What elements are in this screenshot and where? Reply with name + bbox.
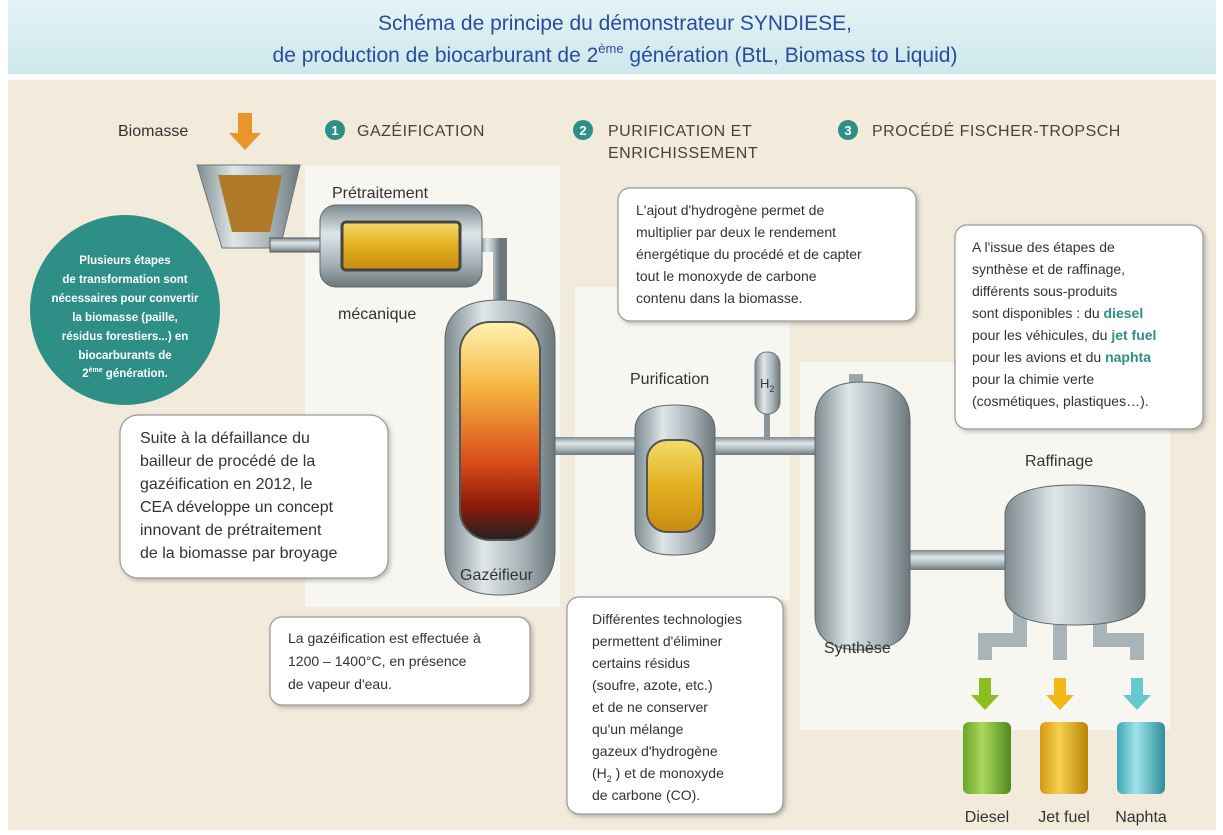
gasifier-window [460, 322, 540, 540]
barrel [1117, 722, 1165, 794]
note-part: pour les véhicules, du [972, 327, 1111, 343]
note-line: (cosmétiques, plastiques…). [972, 393, 1149, 409]
note-bold: jet fuel [1110, 327, 1156, 343]
note-line: certains résidus [592, 655, 690, 671]
note-line: de vapeur d'eau. [288, 676, 392, 692]
note-part: (H [592, 765, 607, 781]
note-line: de transformation sont [62, 274, 187, 286]
pipe [550, 437, 645, 455]
note-line: et de ne conserver [592, 699, 708, 715]
note-part: génération. [103, 368, 168, 380]
note-line: gazeux d'hydrogène [592, 743, 718, 759]
note-part: pour les avions et du [972, 349, 1105, 365]
pretreatment-core [342, 222, 460, 270]
step-label: PURIFICATION ET [608, 123, 752, 140]
note-line: pour les avions et du naphta [972, 349, 1151, 365]
barrel [963, 722, 1011, 794]
note-line: La gazéification est effectuée à [288, 630, 481, 646]
label: Jet fuel [1038, 809, 1090, 826]
purifier-window [647, 440, 703, 532]
note-line: nécessaires pour convertir [51, 293, 199, 305]
label: Prétraitement [332, 185, 429, 202]
step-label: PROCÉDÉ FISCHER-TROPSCH [872, 121, 1121, 140]
step-number: 2 [579, 123, 586, 138]
note-line: Plusieurs étapes [79, 255, 170, 267]
note-line: tout le monoxyde de carbone [636, 268, 817, 284]
note-line: énergétique du procédé et de capter [636, 246, 862, 262]
label: Biomasse [118, 123, 188, 140]
note-bold: naphta [1105, 349, 1151, 365]
note-line: contenu dans la biomasse. [636, 290, 803, 306]
label: Gazéifieur [460, 567, 534, 584]
diagram: Schéma de principe du démonstrateur SYND… [0, 0, 1223, 830]
note-line: résidus forestiers...) en [62, 331, 189, 343]
note-line: de la biomasse par broyage [140, 545, 338, 562]
note-line: A l'issue des étapes de [972, 239, 1115, 255]
note-line: la biomasse (paille, [72, 312, 177, 324]
note-line: permettent d'éliminer [592, 633, 723, 649]
title-line: Schéma de principe du démonstrateur SYND… [378, 12, 852, 35]
title-part: de production de biocarburant de 2 [273, 44, 599, 67]
note-line: L'ajout d'hydrogène permet de [636, 202, 824, 218]
note-line: pour la chimie verte [972, 371, 1094, 387]
pipe [905, 550, 1010, 570]
step-label: GAZÉIFICATION [357, 121, 485, 140]
note-line: biocarburants de [78, 350, 171, 362]
note-line: CEA développe un concept [140, 499, 334, 516]
note-line: qu'un mélange [592, 721, 684, 737]
step-label: ENRICHISSEMENT [608, 145, 758, 162]
note-line: 1200 – 1400°C, en présence [288, 653, 467, 669]
note-line: synthèse et de raffinage, [972, 261, 1125, 277]
step-number: 3 [844, 123, 851, 138]
h2-symbol: H [760, 376, 769, 391]
note-line: multiplier par deux le rendement [636, 224, 836, 240]
note-line: bailleur de procédé de la [140, 453, 315, 470]
note-part: sont disponibles : du [972, 305, 1104, 321]
note-line: de carbone (CO). [592, 787, 700, 803]
synthesis-column [815, 382, 910, 650]
note-line: différents sous-produits [972, 283, 1117, 299]
note-line: innovant de prétraitement [140, 522, 322, 539]
refining-tank [1005, 485, 1145, 625]
note-line: sont disponibles : du diesel [972, 305, 1143, 321]
title-part: génération (BtL, Biomass to Liquid) [624, 44, 958, 67]
label: Naphta [1115, 809, 1167, 826]
label: Diesel [965, 809, 1009, 826]
barrel [1040, 722, 1088, 794]
note-line: (soufre, azote, etc.) [592, 677, 713, 693]
note-bold: diesel [1104, 305, 1144, 321]
screw-pipe [270, 238, 328, 252]
note-part: ) et de monoxyde [612, 765, 724, 781]
h2-sub: 2 [769, 384, 774, 394]
label: Synthèse [824, 640, 891, 657]
label: Raffinage [1025, 453, 1093, 470]
step-number: 1 [331, 123, 338, 138]
note-line: pour les véhicules, du jet fuel [972, 327, 1156, 343]
note-line: Suite à la défaillance du [140, 430, 310, 447]
note-line: gazéification en 2012, le [140, 476, 313, 493]
label: Purification [630, 371, 709, 388]
label: mécanique [338, 306, 416, 323]
note-line: Différentes technologies [592, 611, 742, 627]
note-sup: ème [89, 367, 103, 374]
title-sup: ème [598, 41, 623, 56]
